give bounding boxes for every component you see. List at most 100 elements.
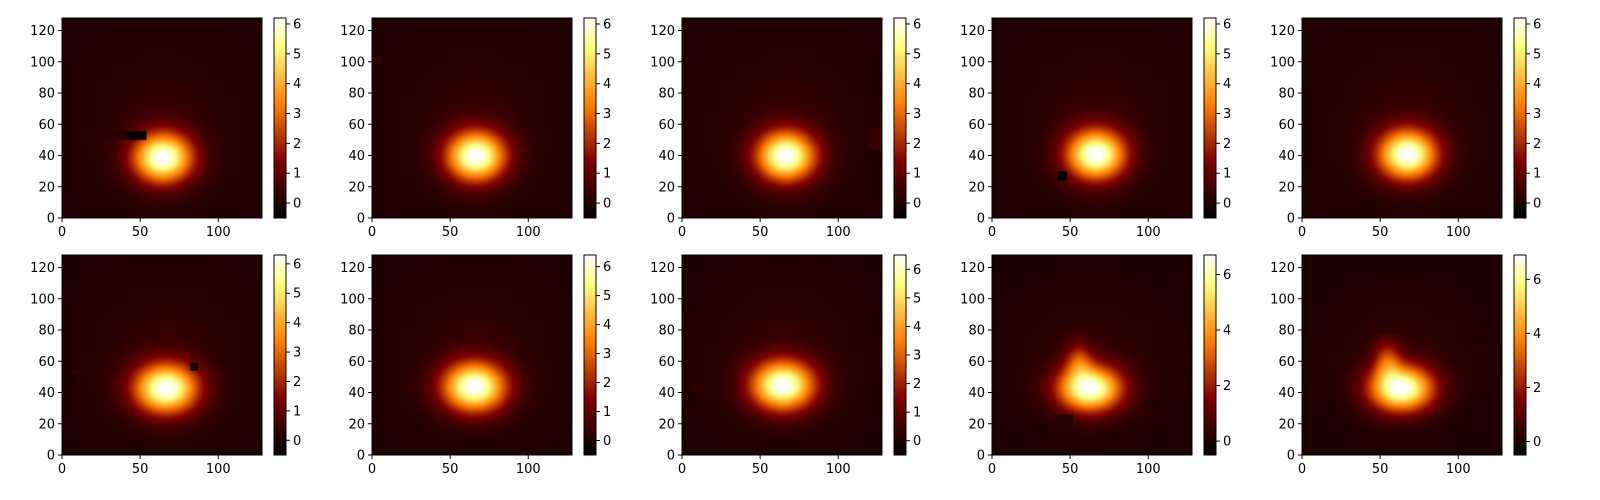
y-tick-label: 80 — [38, 324, 55, 339]
y-tick-label: 20 — [38, 417, 55, 432]
y-tick-label: 60 — [968, 355, 985, 370]
colorbar-tick-label: 6 — [913, 263, 921, 278]
colorbar-tick-label: 0 — [1533, 435, 1541, 450]
heatmap-panel: 0 50 100 0 20 40 60 80 100 120 0 1 2 3 4 5 6 — [340, 254, 611, 477]
x-tick-label: 50 — [1372, 225, 1389, 240]
y-tick-label: 60 — [38, 118, 55, 133]
colorbar-tick-label: 1 — [603, 405, 611, 420]
heatmap-image — [992, 18, 1192, 218]
colorbar-tick-label: 4 — [603, 318, 611, 333]
colorbar-tick-label: 4 — [913, 320, 921, 335]
y-tick-label: 0 — [47, 212, 55, 227]
y-tick-label: 40 — [658, 149, 675, 164]
colorbar-tick-label: 2 — [293, 375, 301, 390]
y-tick-label: 100 — [650, 55, 675, 70]
x-tick-label: 50 — [1062, 462, 1079, 477]
colorbar — [1203, 17, 1217, 219]
colorbar-tick-label: 5 — [1223, 47, 1231, 62]
y-tick-label: 120 — [340, 24, 365, 39]
y-tick-label: 40 — [968, 386, 985, 401]
heatmap-image — [62, 255, 262, 455]
y-tick-label: 20 — [38, 180, 55, 195]
axes-frame — [991, 254, 1193, 456]
heatmap-image — [62, 18, 262, 218]
x-tick-label: 0 — [368, 462, 376, 477]
x-tick-label: 100 — [1136, 225, 1161, 240]
y-tick-label: 80 — [348, 324, 365, 339]
x-tick-label: 0 — [1298, 225, 1306, 240]
colorbar — [1203, 254, 1217, 456]
x-tick-label: 100 — [826, 225, 851, 240]
x-tick-label: 50 — [442, 225, 459, 240]
heatmap-panel: 0 50 100 0 20 40 60 80 100 120 0 1 2 3 4 5 6 — [960, 17, 1231, 240]
x-tick-label: 0 — [678, 462, 686, 477]
x-tick-label: 100 — [516, 225, 541, 240]
x-tick-label: 50 — [442, 462, 459, 477]
colorbar-tick-label: 3 — [1533, 107, 1541, 122]
y-tick-label: 40 — [348, 149, 365, 164]
heatmap-panel: 0 50 100 0 20 40 60 80 100 120 0 1 2 3 4 5 6 — [340, 17, 611, 240]
y-tick-label: 80 — [1278, 324, 1295, 339]
y-tick-label: 20 — [1278, 180, 1295, 195]
colorbar — [273, 17, 287, 219]
colorbar-tick-label: 5 — [293, 47, 301, 62]
colorbar-tick-label: 4 — [603, 77, 611, 92]
y-tick-label: 0 — [667, 449, 675, 464]
colorbar-tick-label: 5 — [293, 287, 301, 302]
heatmap-panel: 0 50 100 0 20 40 60 80 100 120 0 2 4 6 — [960, 254, 1231, 477]
colorbar-tick-label: 0 — [293, 434, 301, 449]
axes-frame — [61, 254, 263, 456]
y-tick-label: 100 — [340, 55, 365, 70]
colorbar-tick-label: 5 — [913, 291, 921, 306]
heatmap-image — [682, 255, 882, 455]
y-tick-label: 100 — [30, 292, 55, 307]
colorbar — [1513, 254, 1527, 456]
colorbar-tick-label: 3 — [913, 107, 921, 122]
heatmap-image — [1302, 18, 1502, 218]
heatmap-image — [372, 255, 572, 455]
y-tick-label: 0 — [977, 212, 985, 227]
y-tick-label: 40 — [348, 386, 365, 401]
axes-frame — [1301, 254, 1503, 456]
colorbar-tick-label: 5 — [603, 289, 611, 304]
y-tick-label: 60 — [38, 355, 55, 370]
colorbar-tick-label: 3 — [293, 107, 301, 122]
y-tick-label: 0 — [1287, 449, 1295, 464]
colorbar-tick-label: 6 — [1533, 273, 1541, 288]
y-tick-label: 120 — [340, 261, 365, 276]
x-tick-label: 100 — [206, 225, 231, 240]
y-tick-label: 80 — [658, 324, 675, 339]
colorbar-tick-label: 2 — [1533, 381, 1541, 396]
y-tick-label: 20 — [348, 417, 365, 432]
axes-frame — [371, 254, 573, 456]
y-tick-label: 80 — [968, 87, 985, 102]
axes-frame — [681, 17, 883, 219]
colorbar — [893, 17, 907, 219]
y-tick-label: 100 — [340, 292, 365, 307]
x-tick-label: 0 — [1298, 462, 1306, 477]
y-tick-label: 20 — [658, 417, 675, 432]
colorbar-tick-label: 0 — [913, 197, 921, 212]
y-tick-label: 40 — [1278, 149, 1295, 164]
colorbar-tick-label: 0 — [603, 197, 611, 212]
colorbar-tick-label: 6 — [603, 260, 611, 275]
colorbar-tick-label: 3 — [603, 107, 611, 122]
y-tick-label: 60 — [658, 355, 675, 370]
y-tick-label: 120 — [30, 261, 55, 276]
y-tick-label: 120 — [1270, 24, 1295, 39]
x-tick-label: 0 — [678, 225, 686, 240]
colorbar-tick-label: 0 — [1223, 197, 1231, 212]
colorbar-tick-label: 6 — [913, 17, 921, 32]
colorbar-tick-label: 6 — [1533, 17, 1541, 32]
y-tick-label: 80 — [38, 87, 55, 102]
y-tick-label: 20 — [1278, 417, 1295, 432]
colorbar-tick-label: 2 — [603, 376, 611, 391]
axes-frame — [61, 17, 263, 219]
colorbar — [583, 254, 597, 456]
heatmap-image — [1302, 255, 1502, 455]
colorbar-tick-label: 1 — [913, 406, 921, 421]
colorbar-tick-label: 2 — [913, 377, 921, 392]
colorbar-tick-label: 1 — [603, 167, 611, 182]
y-tick-label: 0 — [47, 449, 55, 464]
